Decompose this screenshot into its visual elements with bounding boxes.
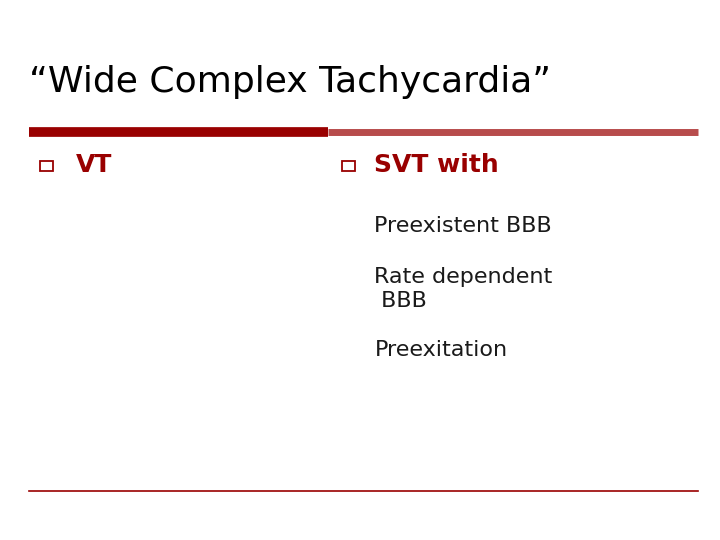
- Text: “Wide Complex Tachycardia”: “Wide Complex Tachycardia”: [29, 65, 551, 99]
- Text: Preexitation: Preexitation: [374, 340, 508, 360]
- Text: VT: VT: [76, 153, 112, 177]
- Text: SVT with: SVT with: [374, 153, 499, 177]
- Text: Preexistent BBB: Preexistent BBB: [374, 216, 552, 236]
- Text: Rate dependent
 BBB: Rate dependent BBB: [374, 267, 553, 311]
- Bar: [342, 161, 355, 171]
- Bar: [40, 161, 53, 171]
